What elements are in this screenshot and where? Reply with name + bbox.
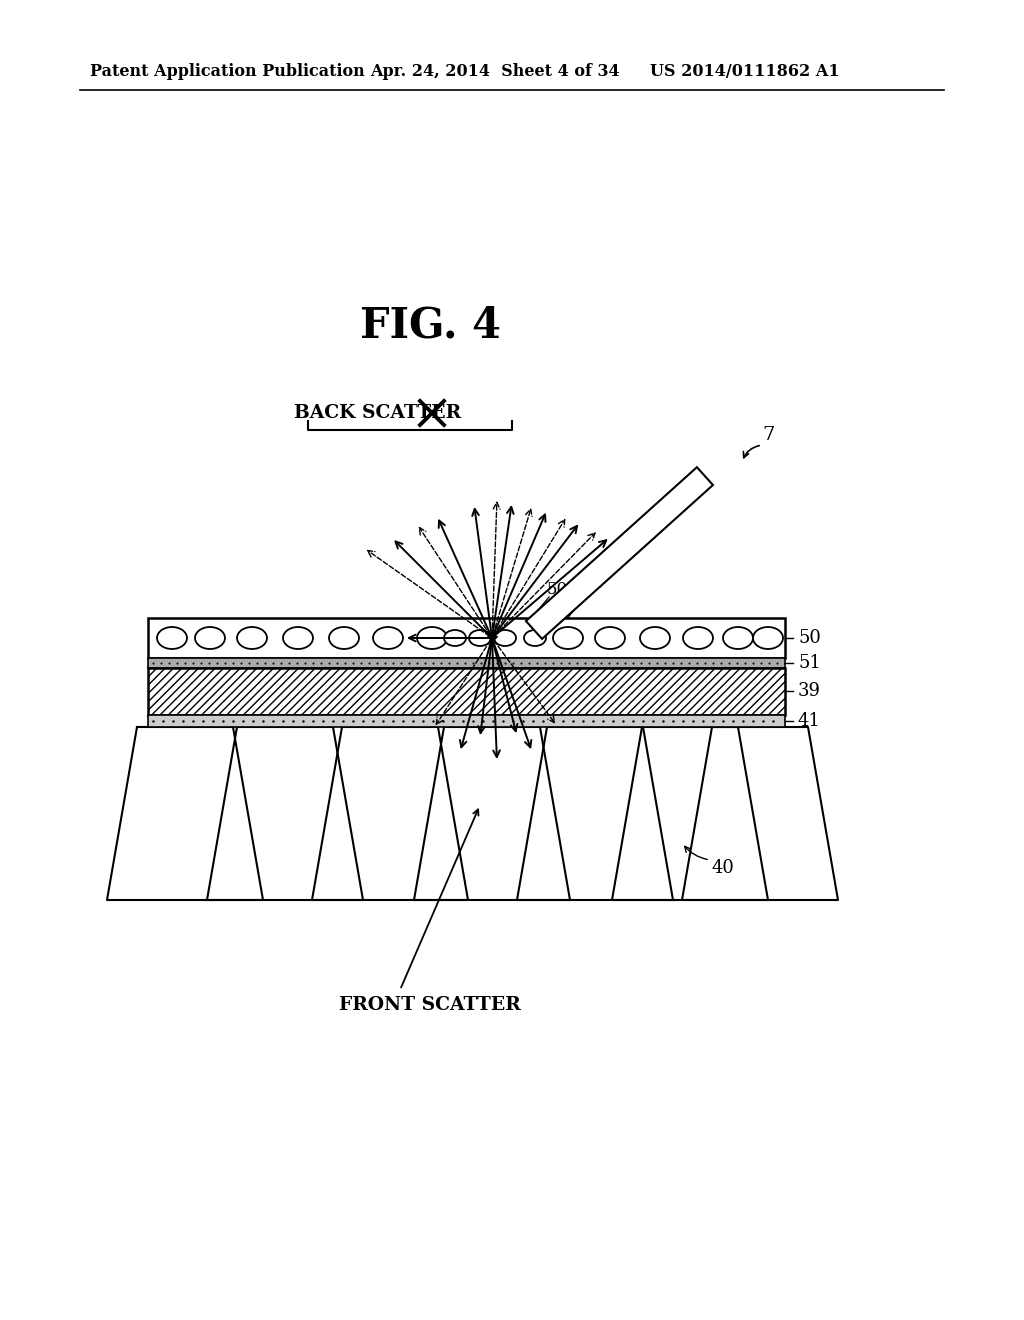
Ellipse shape <box>157 627 187 649</box>
Ellipse shape <box>195 627 225 649</box>
Ellipse shape <box>640 627 670 649</box>
Text: 41: 41 <box>798 711 821 730</box>
Text: Patent Application Publication: Patent Application Publication <box>90 63 365 81</box>
Text: FIG. 4: FIG. 4 <box>359 304 501 346</box>
Bar <box>148 618 785 657</box>
Text: US 2014/0111862 A1: US 2014/0111862 A1 <box>650 63 840 81</box>
Text: 50: 50 <box>798 630 821 647</box>
Text: 50f: 50f <box>547 582 574 598</box>
Ellipse shape <box>417 627 447 649</box>
Ellipse shape <box>237 627 267 649</box>
Ellipse shape <box>524 630 546 645</box>
Ellipse shape <box>553 627 583 649</box>
Ellipse shape <box>595 627 625 649</box>
Bar <box>148 668 785 715</box>
Bar <box>148 657 785 668</box>
Text: 51: 51 <box>798 653 821 672</box>
Ellipse shape <box>494 630 516 645</box>
Ellipse shape <box>753 627 783 649</box>
Ellipse shape <box>373 627 403 649</box>
Text: 40: 40 <box>712 859 735 876</box>
Text: 39: 39 <box>798 682 821 700</box>
Ellipse shape <box>283 627 313 649</box>
Ellipse shape <box>723 627 753 649</box>
Ellipse shape <box>444 630 466 645</box>
Text: 7: 7 <box>762 426 774 444</box>
Text: BACK SCATTER: BACK SCATTER <box>295 404 462 422</box>
Ellipse shape <box>329 627 359 649</box>
Ellipse shape <box>469 630 490 645</box>
Polygon shape <box>526 467 713 639</box>
Bar <box>148 715 785 727</box>
Text: Apr. 24, 2014  Sheet 4 of 34: Apr. 24, 2014 Sheet 4 of 34 <box>370 63 620 81</box>
Text: 52: 52 <box>582 574 603 591</box>
Ellipse shape <box>683 627 713 649</box>
Text: FRONT SCATTER: FRONT SCATTER <box>339 997 521 1014</box>
